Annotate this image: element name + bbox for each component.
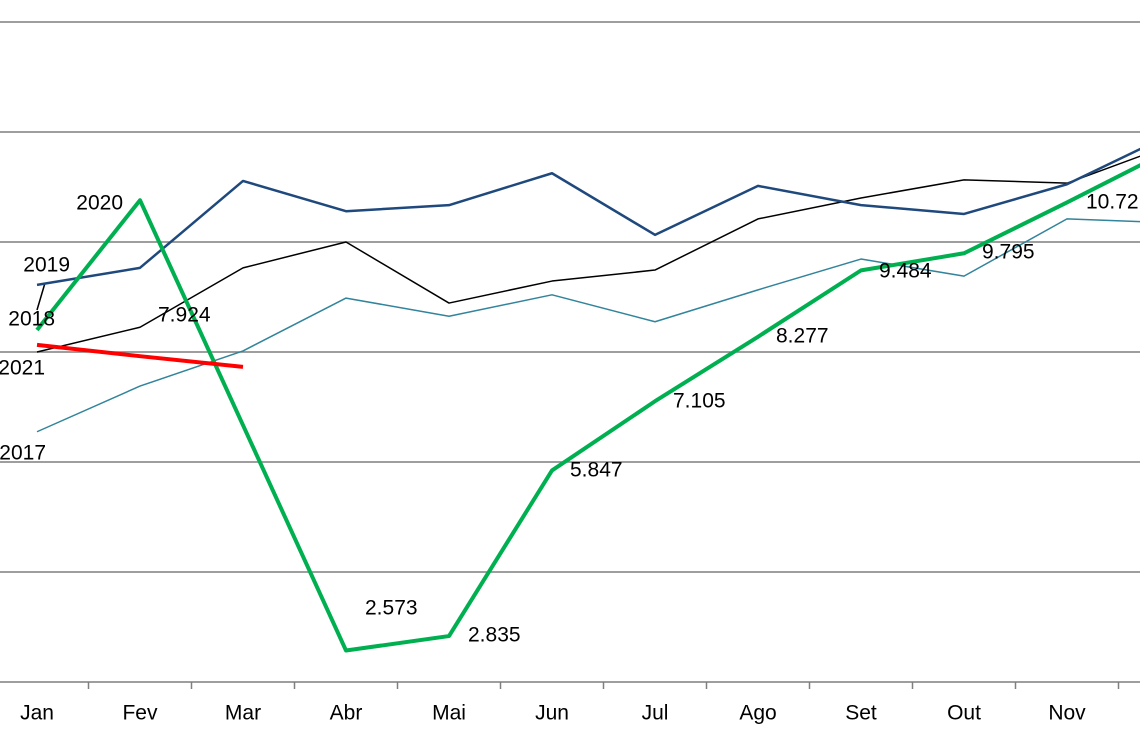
- series-line: [36, 342, 244, 369]
- series-label: 2020: [76, 192, 123, 215]
- series-label: 2021: [0, 357, 45, 380]
- x-tick-label: Mar: [225, 702, 261, 725]
- x-tick-label: Set: [845, 702, 877, 725]
- x-tick-label: Ago: [739, 702, 776, 725]
- series-line: [36, 218, 1140, 433]
- x-tick-label: Nov: [1048, 702, 1086, 725]
- x-tick-label: Fev: [122, 702, 158, 725]
- x-tick-label: Abr: [330, 702, 363, 725]
- series-label: 2017: [0, 442, 46, 465]
- x-tick-label: Jan: [20, 702, 54, 725]
- data-label: 10.72: [1086, 191, 1139, 214]
- data-label: 7.105: [673, 390, 726, 413]
- leader-line: [36, 282, 46, 311]
- series-label: 2019: [23, 254, 70, 277]
- data-label: 5.847: [570, 459, 623, 482]
- series-line: [36, 155, 1140, 353]
- x-tick-label: Jul: [642, 702, 669, 725]
- data-label: 2.835: [468, 624, 521, 647]
- data-label: 8.277: [776, 325, 829, 348]
- series-line: [36, 147, 1140, 287]
- data-label: 9.484: [879, 260, 932, 283]
- data-label: 9.795: [982, 241, 1035, 264]
- x-tick-label: Mai: [432, 702, 466, 725]
- x-tick-label: Out: [947, 702, 981, 725]
- series-label: 2018: [8, 308, 55, 331]
- x-tick-label: Jun: [535, 702, 569, 725]
- data-label: 2.573: [365, 597, 418, 620]
- data-label: 7.924: [158, 304, 211, 327]
- series-line: [35, 163, 1140, 653]
